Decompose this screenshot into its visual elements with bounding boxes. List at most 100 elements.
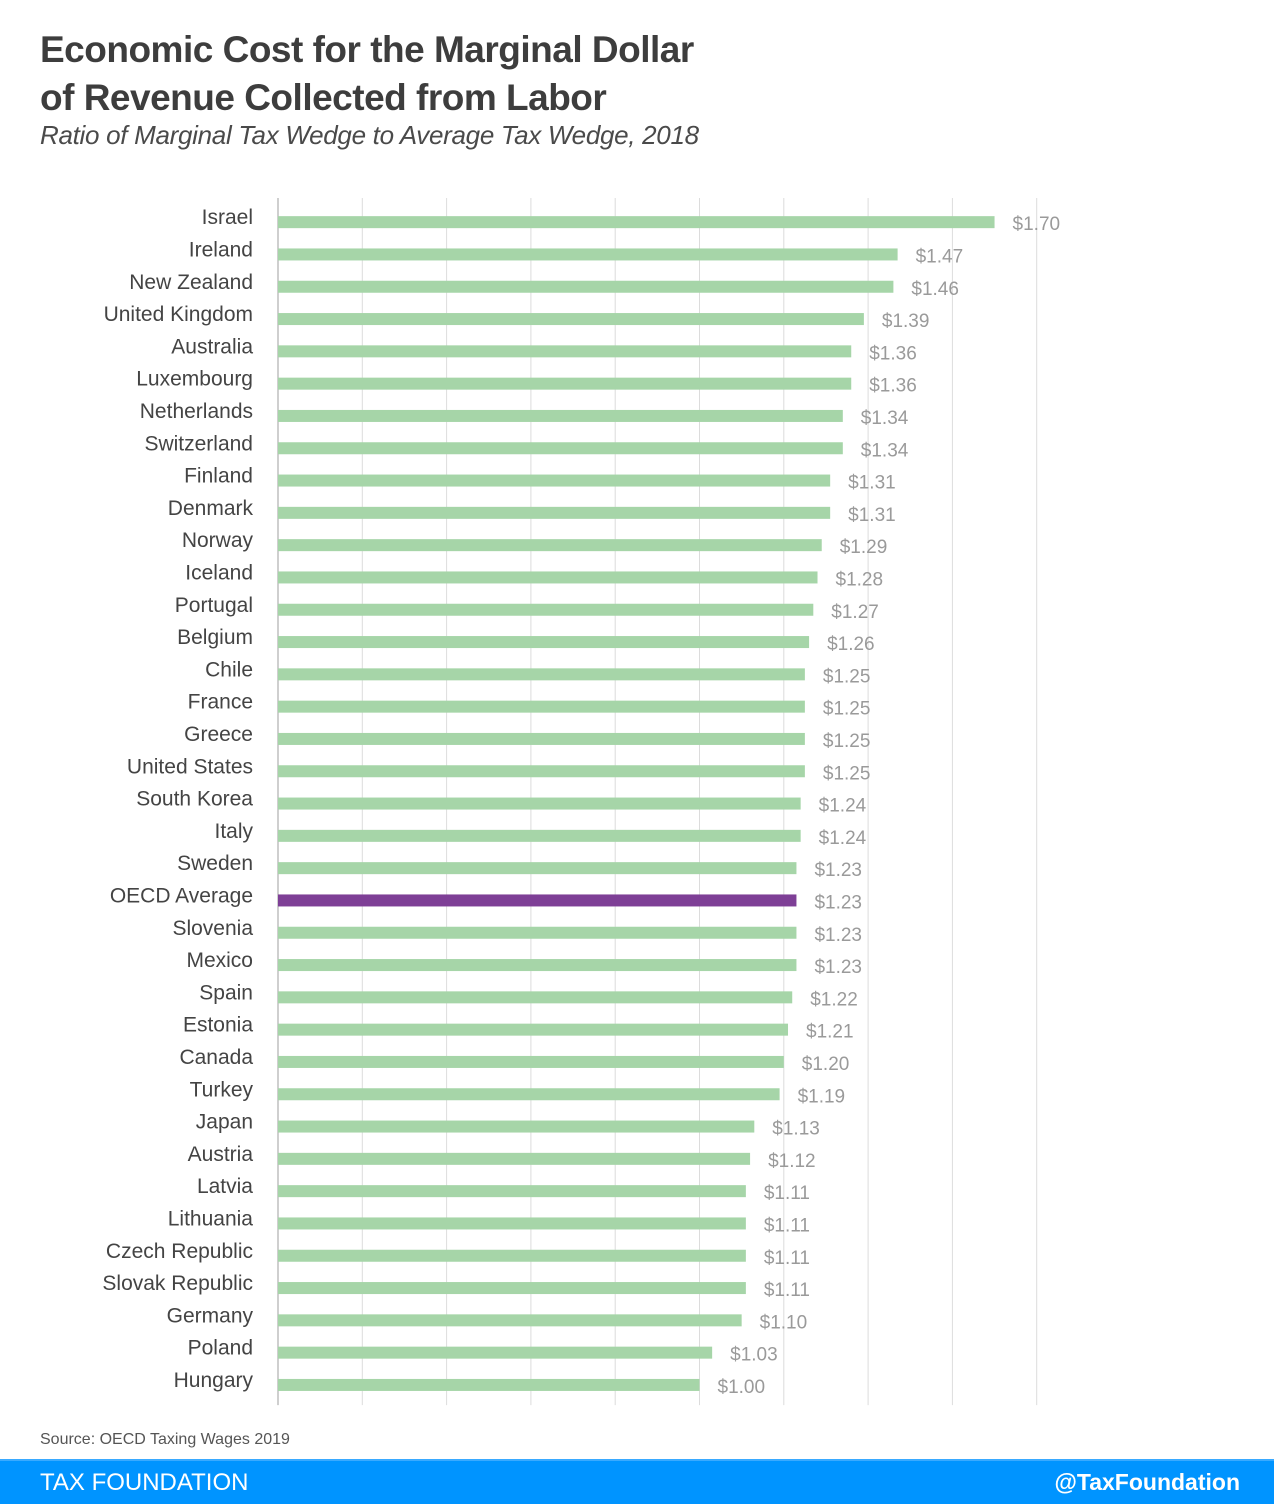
category-label: Mexico [186,949,253,972]
value-label: $1.25 [823,731,871,752]
category-label: Slovak Republic [102,1272,253,1295]
value-label: $1.29 [840,537,888,558]
bar [278,248,898,261]
category-label: Turkey [190,1078,254,1101]
bar [278,442,843,455]
category-label: Denmark [168,497,254,520]
chart-title: Economic Cost for the Marginal Dollar of… [40,26,694,122]
category-label: Latvia [197,1175,253,1198]
value-label: $1.24 [819,796,867,817]
bar [278,1152,751,1165]
value-label: $1.12 [768,1151,816,1172]
value-label: $1.39 [882,311,930,332]
category-label: Sweden [177,852,253,875]
bar [278,1282,746,1295]
value-label: $1.13 [772,1119,820,1140]
category-label: Spain [199,981,253,1004]
bar [278,926,797,939]
bar [278,862,797,875]
bar [278,668,805,681]
value-label: $1.36 [869,343,917,364]
category-label: Iceland [185,561,253,584]
value-label: $1.03 [730,1345,778,1366]
value-labels: $1.70 $1.47 $1.46 $1.39 $1.36 $1.36 $1.34 $1.34… [718,214,1061,1398]
category-label: Norway [182,529,254,552]
category-label: Australia [171,335,253,358]
bar [278,474,831,487]
bar [278,1346,713,1359]
bar [278,280,894,293]
bar-oecd-average [278,894,797,907]
category-label: South Korea [136,788,253,811]
bar [278,1185,746,1198]
value-label: $1.19 [798,1086,846,1107]
value-label: $1.34 [861,440,909,461]
category-label: Germany [167,1304,254,1327]
bar [278,571,818,584]
category-label: OECD Average [110,884,253,907]
value-label: $1.27 [831,602,879,623]
bar-chart: Israel Ireland New Zealand United Kingdom Au… [102,198,1061,1406]
bar [278,700,805,713]
category-label: Portugal [175,594,253,617]
category-label: Austria [188,1143,254,1166]
value-label: $1.11 [764,1183,810,1204]
value-label: $1.11 [764,1280,810,1301]
bar [278,732,805,745]
footer-brand: TAX FOUNDATION [40,1469,249,1496]
footer-bar: TAX FOUNDATION @TaxFoundation [0,1459,1274,1504]
value-label: $1.26 [827,634,875,655]
value-label: $1.23 [814,957,862,978]
chart-title-line-2: of Revenue Collected from Labor [40,77,607,118]
bar [278,1120,755,1133]
value-label: $1.10 [760,1312,808,1333]
category-label: Ireland [189,238,253,261]
value-label: $1.11 [764,1248,810,1269]
bar [278,1217,746,1230]
value-label: $1.20 [802,1054,850,1075]
value-label: $1.23 [814,892,862,913]
bar [278,1378,700,1391]
value-label: $1.22 [810,989,858,1010]
bar [278,636,810,649]
footer-handle[interactable]: @TaxFoundation [1054,1469,1240,1495]
value-label: $1.00 [718,1377,766,1398]
value-label: $1.31 [848,505,896,526]
value-label: $1.46 [911,279,959,300]
category-label: Italy [214,820,253,843]
value-label: $1.25 [823,666,871,687]
bar [278,506,831,519]
value-label: $1.11 [764,1215,810,1236]
value-label: $1.25 [823,763,871,784]
bar [278,797,801,810]
value-label: $1.28 [836,569,884,590]
category-label: Poland [188,1337,253,1360]
bar [278,377,852,390]
value-label: $1.25 [823,699,871,720]
category-label: United Kingdom [104,303,253,326]
bars [278,216,995,1391]
bar [278,1249,746,1262]
category-label: Estonia [183,1014,253,1037]
category-label: Hungary [174,1369,254,1392]
bar [278,1023,789,1036]
bar [278,345,852,358]
category-label: Switzerland [144,432,253,455]
category-label: France [188,691,253,714]
value-label: $1.23 [814,860,862,881]
category-label: Belgium [177,626,253,649]
value-label: $1.36 [869,376,917,397]
bar [278,829,801,842]
category-label: Israel [202,206,253,229]
source-note: Source: OECD Taxing Wages 2019 [40,1431,290,1448]
category-labels: Israel Ireland New Zealand United Kingdom Au… [102,206,253,1392]
chart-title-line-1: Economic Cost for the Marginal Dollar [40,29,694,70]
bar [278,959,797,972]
value-label: $1.31 [848,473,896,494]
value-label: $1.47 [916,246,964,267]
category-label: Greece [184,723,253,746]
value-label: $1.70 [1013,214,1061,235]
category-label: Netherlands [140,400,253,423]
chart-subtitle: Ratio of Marginal Tax Wedge to Average T… [40,120,699,150]
bar [278,409,843,422]
